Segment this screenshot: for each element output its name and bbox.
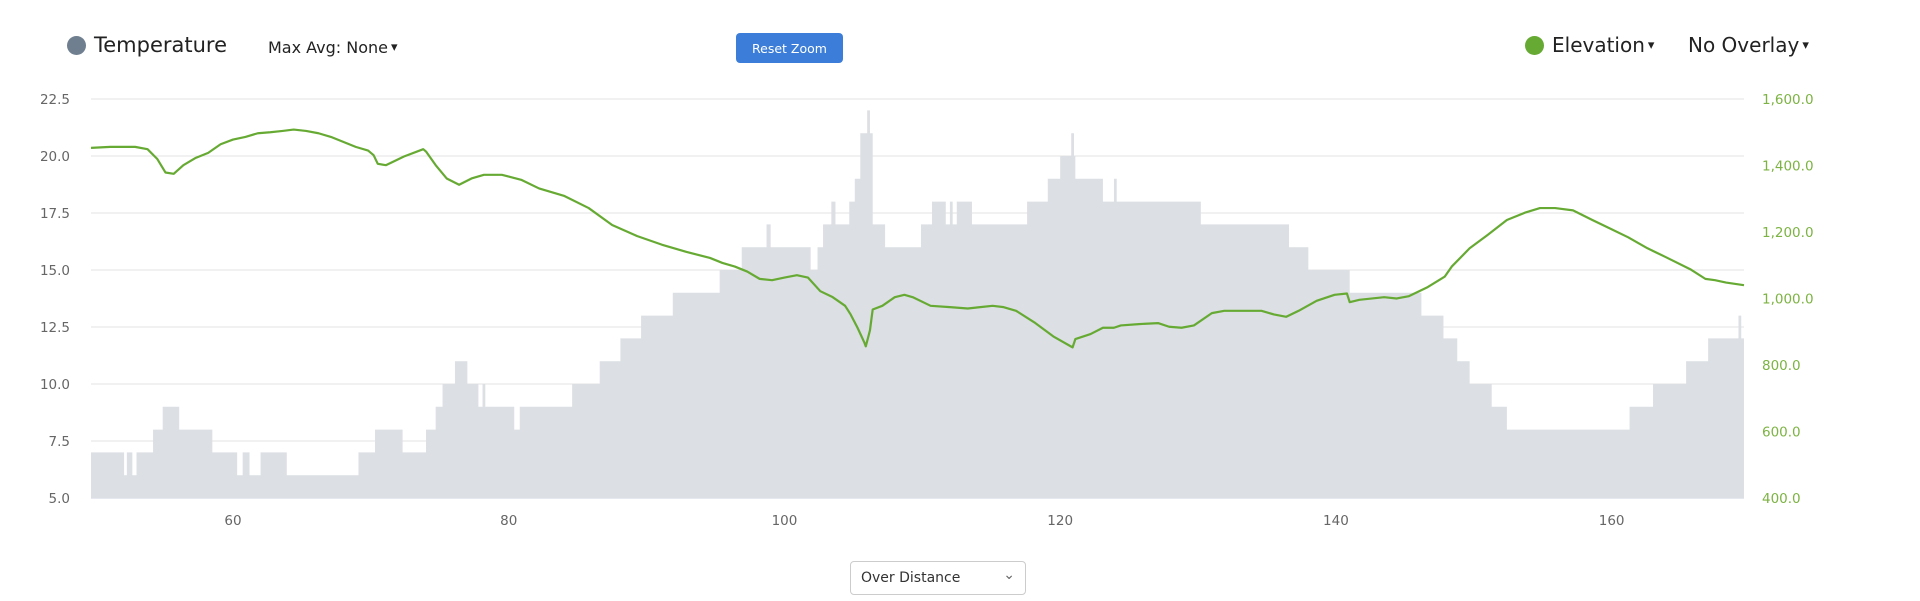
y-left-tick-label: 10.0: [40, 377, 70, 393]
mode-select-value: Over Distance: [861, 570, 961, 586]
temperature-legend[interactable]: Temperature: [67, 33, 227, 57]
y-right-tick-label: 800.0: [1762, 358, 1801, 374]
y-right-tick-label: 1,000.0: [1762, 292, 1814, 308]
y-left-tick-label: 17.5: [40, 206, 70, 222]
elevation-dropdown[interactable]: Elevation ▾: [1525, 33, 1654, 57]
y-right-tick-label: 1,600.0: [1762, 92, 1814, 108]
caret-down-icon: ▾: [391, 40, 398, 55]
chevron-down-icon: ⌄: [1003, 567, 1015, 583]
temperature-label: Temperature: [94, 33, 228, 57]
y-right-tick-label: 400.0: [1762, 491, 1801, 507]
y-right-tick-label: 1,200.0: [1762, 225, 1814, 241]
mode-select[interactable]: Over Distance ⌄: [850, 561, 1026, 595]
x-tick-label: 160: [1599, 513, 1625, 529]
max-avg-dropdown[interactable]: Max Avg: None ▾: [268, 38, 398, 57]
y-left-tick-label: 7.5: [49, 434, 70, 450]
caret-down-icon: ▾: [1647, 37, 1655, 53]
axis-labels: 5.0 7.5 10.0 12.5 15.0 17.5 20.0 22.5 400.0 600.0…: [40, 92, 1814, 529]
temperature-dot-icon: [67, 35, 86, 55]
temperature-area: [91, 110, 1744, 499]
y-right-tick-label: 1,400.0: [1762, 159, 1814, 175]
y-left-tick-label: 20.0: [40, 149, 70, 165]
caret-down-icon: ▾: [1802, 37, 1809, 53]
elevation-line: [90, 128, 1745, 349]
overlay-label: No Overlay: [1688, 33, 1800, 57]
x-tick-label: 140: [1323, 513, 1349, 529]
elevation-dot-icon: [1525, 35, 1544, 55]
y-right-tick-label: 600.0: [1762, 425, 1801, 441]
y-left-tick-label: 5.0: [49, 491, 70, 507]
y-left-tick-label: 15.0: [40, 263, 70, 279]
y-left-tick-label: 22.5: [40, 92, 70, 108]
max-avg-label: Max Avg: None: [268, 38, 389, 57]
x-tick-label: 120: [1047, 513, 1073, 529]
reset-zoom-button[interactable]: Reset Zoom: [736, 33, 843, 63]
x-tick-label: 60: [224, 513, 241, 529]
elevation-label: Elevation: [1552, 33, 1645, 57]
x-tick-label: 80: [500, 513, 517, 529]
x-tick-label: 100: [772, 513, 798, 529]
y-left-tick-label: 12.5: [40, 320, 70, 336]
overlay-dropdown[interactable]: No Overlay ▾: [1688, 33, 1809, 57]
